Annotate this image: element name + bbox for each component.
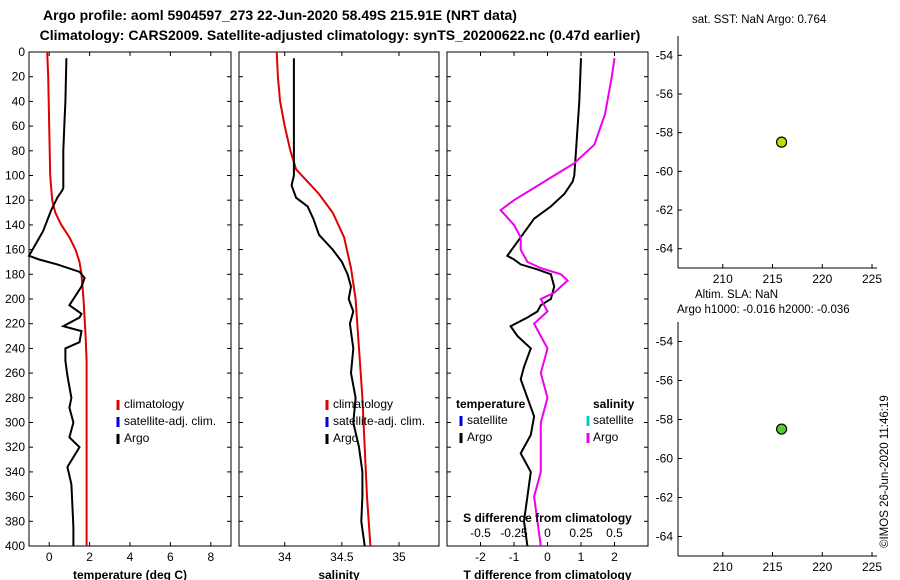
sla-map-ytick-label: -60 [656, 452, 674, 466]
temperature-ytick-label: 400 [5, 539, 25, 553]
sla-map-xtick-label: 220 [812, 560, 832, 574]
difference-xtick-label: -2 [475, 550, 486, 564]
sst-map-ytick-label: -56 [656, 87, 674, 101]
temperature-series-argo [27, 58, 86, 546]
temperature-ytick-label: 380 [5, 514, 25, 528]
sla-map-ytick-label: -64 [656, 530, 674, 544]
temperature-ytick-label: 80 [12, 144, 26, 158]
temperature-legend-label: satellite-adj. clim. [124, 414, 216, 428]
sst-map-ytick-label: -64 [656, 242, 674, 256]
sla-map-ytick-label: -56 [656, 374, 674, 388]
temperature-ytick-label: 320 [5, 440, 25, 454]
diff-legend-temp-label: satellite [467, 413, 508, 427]
temperature-ytick-label: 0 [18, 45, 25, 59]
diff-legend-sal-label: satellite [593, 413, 634, 427]
difference-xtick-label: 1 [578, 550, 585, 564]
salinity-legend-label: satellite-adj. clim. [333, 414, 425, 428]
salinity-series-climatology [275, 51, 372, 547]
temperature-ytick-label: 180 [5, 267, 25, 281]
difference-series-s-diff-argo [499, 58, 616, 547]
difference-series-t-diff-argo [505, 58, 582, 547]
temperature-ytick-label: 280 [5, 391, 25, 405]
temperature-ytick-label: 340 [5, 465, 25, 479]
salinity-xlabel: salinity [318, 568, 360, 580]
sla-map-xtick-label: 225 [862, 560, 882, 574]
temperature-xtick-label: 4 [127, 550, 134, 564]
diff-sal-xtick-label: -0.25 [500, 526, 528, 540]
sst-map-ytick-label: -58 [656, 126, 674, 140]
temperature-series-climatology [46, 51, 88, 546]
sla-map-xtick-label: 215 [763, 560, 783, 574]
sla-map-ytick-label: -62 [656, 491, 674, 505]
temperature-ytick-label: 40 [12, 94, 26, 108]
plot-area: 0204060801001201401601802002202402602803… [5, 36, 882, 580]
sst-map-xtick-label: 220 [812, 272, 832, 286]
salinity-xtick-label: 34 [278, 550, 292, 564]
temperature-ytick-label: 360 [5, 490, 25, 504]
sst-map-title: sat. SST: NaN Argo: 0.764 [692, 14, 827, 26]
salinity-xtick-label: 34.5 [330, 550, 354, 564]
difference-xtick-label: -1 [509, 550, 520, 564]
diff-legend-title-salinity: salinity [593, 397, 635, 411]
sla-map-xtick-label: 210 [713, 560, 733, 574]
temperature-ytick-label: 100 [5, 169, 25, 183]
temperature-ytick-label: 120 [5, 193, 25, 207]
temperature-xtick-label: 2 [86, 550, 93, 564]
temperature-ytick-label: 20 [12, 70, 26, 84]
sst-map-xtick-label: 210 [713, 272, 733, 286]
diff-sal-xtick-label: 0.5 [606, 526, 623, 540]
temperature-legend-label: Argo [124, 431, 150, 445]
sst-map-xtick-label: 225 [862, 272, 882, 286]
temperature-ytick-label: 60 [12, 119, 26, 133]
difference-xlabel: T difference from climatology [463, 568, 631, 580]
diff-legend-temp-label: Argo [467, 430, 493, 444]
temperature-ytick-label: 140 [5, 218, 25, 232]
temperature-xtick-label: 0 [46, 550, 53, 564]
salinity-series-argo [290, 58, 366, 547]
difference-xtick-label: 0 [544, 550, 551, 564]
temperature-xtick-label: 6 [167, 550, 174, 564]
temperature-axes-frame [28, 51, 232, 547]
salinity-legend-label: Argo [333, 431, 359, 445]
temperature-legend-label: climatology [124, 397, 184, 411]
sla-map-subtitle: Argo h1000: -0.016 h2000: -0.036 [677, 304, 850, 316]
diff-sal-xtick-label: -0.5 [470, 526, 491, 540]
difference-axes-frame [446, 51, 649, 547]
temperature-ytick-label: 240 [5, 341, 25, 355]
sst-map-ytick-label: -62 [656, 203, 674, 217]
sla-map-ytick-label: -54 [656, 335, 674, 349]
salinity-xtick-label: 35 [392, 550, 406, 564]
sla-map-ytick-label: -58 [656, 413, 674, 427]
temperature-xtick-label: 8 [207, 550, 214, 564]
diff-xlabel-salinity: S difference from climatology [463, 511, 632, 525]
diff-legend-title-temperature: temperature [456, 397, 526, 411]
temperature-xlabel: temperature (deg C) [73, 568, 187, 580]
diff-sal-xtick-label: 0.25 [569, 526, 593, 540]
temperature-ytick-label: 220 [5, 317, 25, 331]
temperature-ytick-label: 160 [5, 243, 25, 257]
sst-map-argo-location-point [775, 136, 788, 148]
diff-legend-sal-label: Argo [593, 430, 619, 444]
sst-map-ytick-label: -54 [656, 48, 674, 62]
temperature-ytick-label: 200 [5, 292, 25, 306]
sst-map-ytick-label: -60 [656, 164, 674, 178]
salinity-axes-frame [238, 51, 440, 547]
difference-xtick-label: 2 [611, 550, 618, 564]
sla-map-title: Altim. SLA: NaN [695, 289, 778, 301]
imos-footer: ©IMOS 26-Jun-2020 11:46:19 [879, 395, 891, 548]
salinity-legend-label: climatology [333, 397, 393, 411]
temperature-ytick-label: 260 [5, 366, 25, 380]
temperature-ytick-label: 300 [5, 416, 25, 430]
sst-map-xtick-label: 215 [763, 272, 783, 286]
figure-title-line1: Argo profile: aoml 5904597_273 22-Jun-20… [43, 7, 517, 23]
sla-map-argo-location-point [775, 423, 788, 435]
figure-title-line2: Climatology: CARS2009. Satellite-adjuste… [40, 27, 641, 43]
diff-sal-xtick-label: 0 [544, 526, 551, 540]
